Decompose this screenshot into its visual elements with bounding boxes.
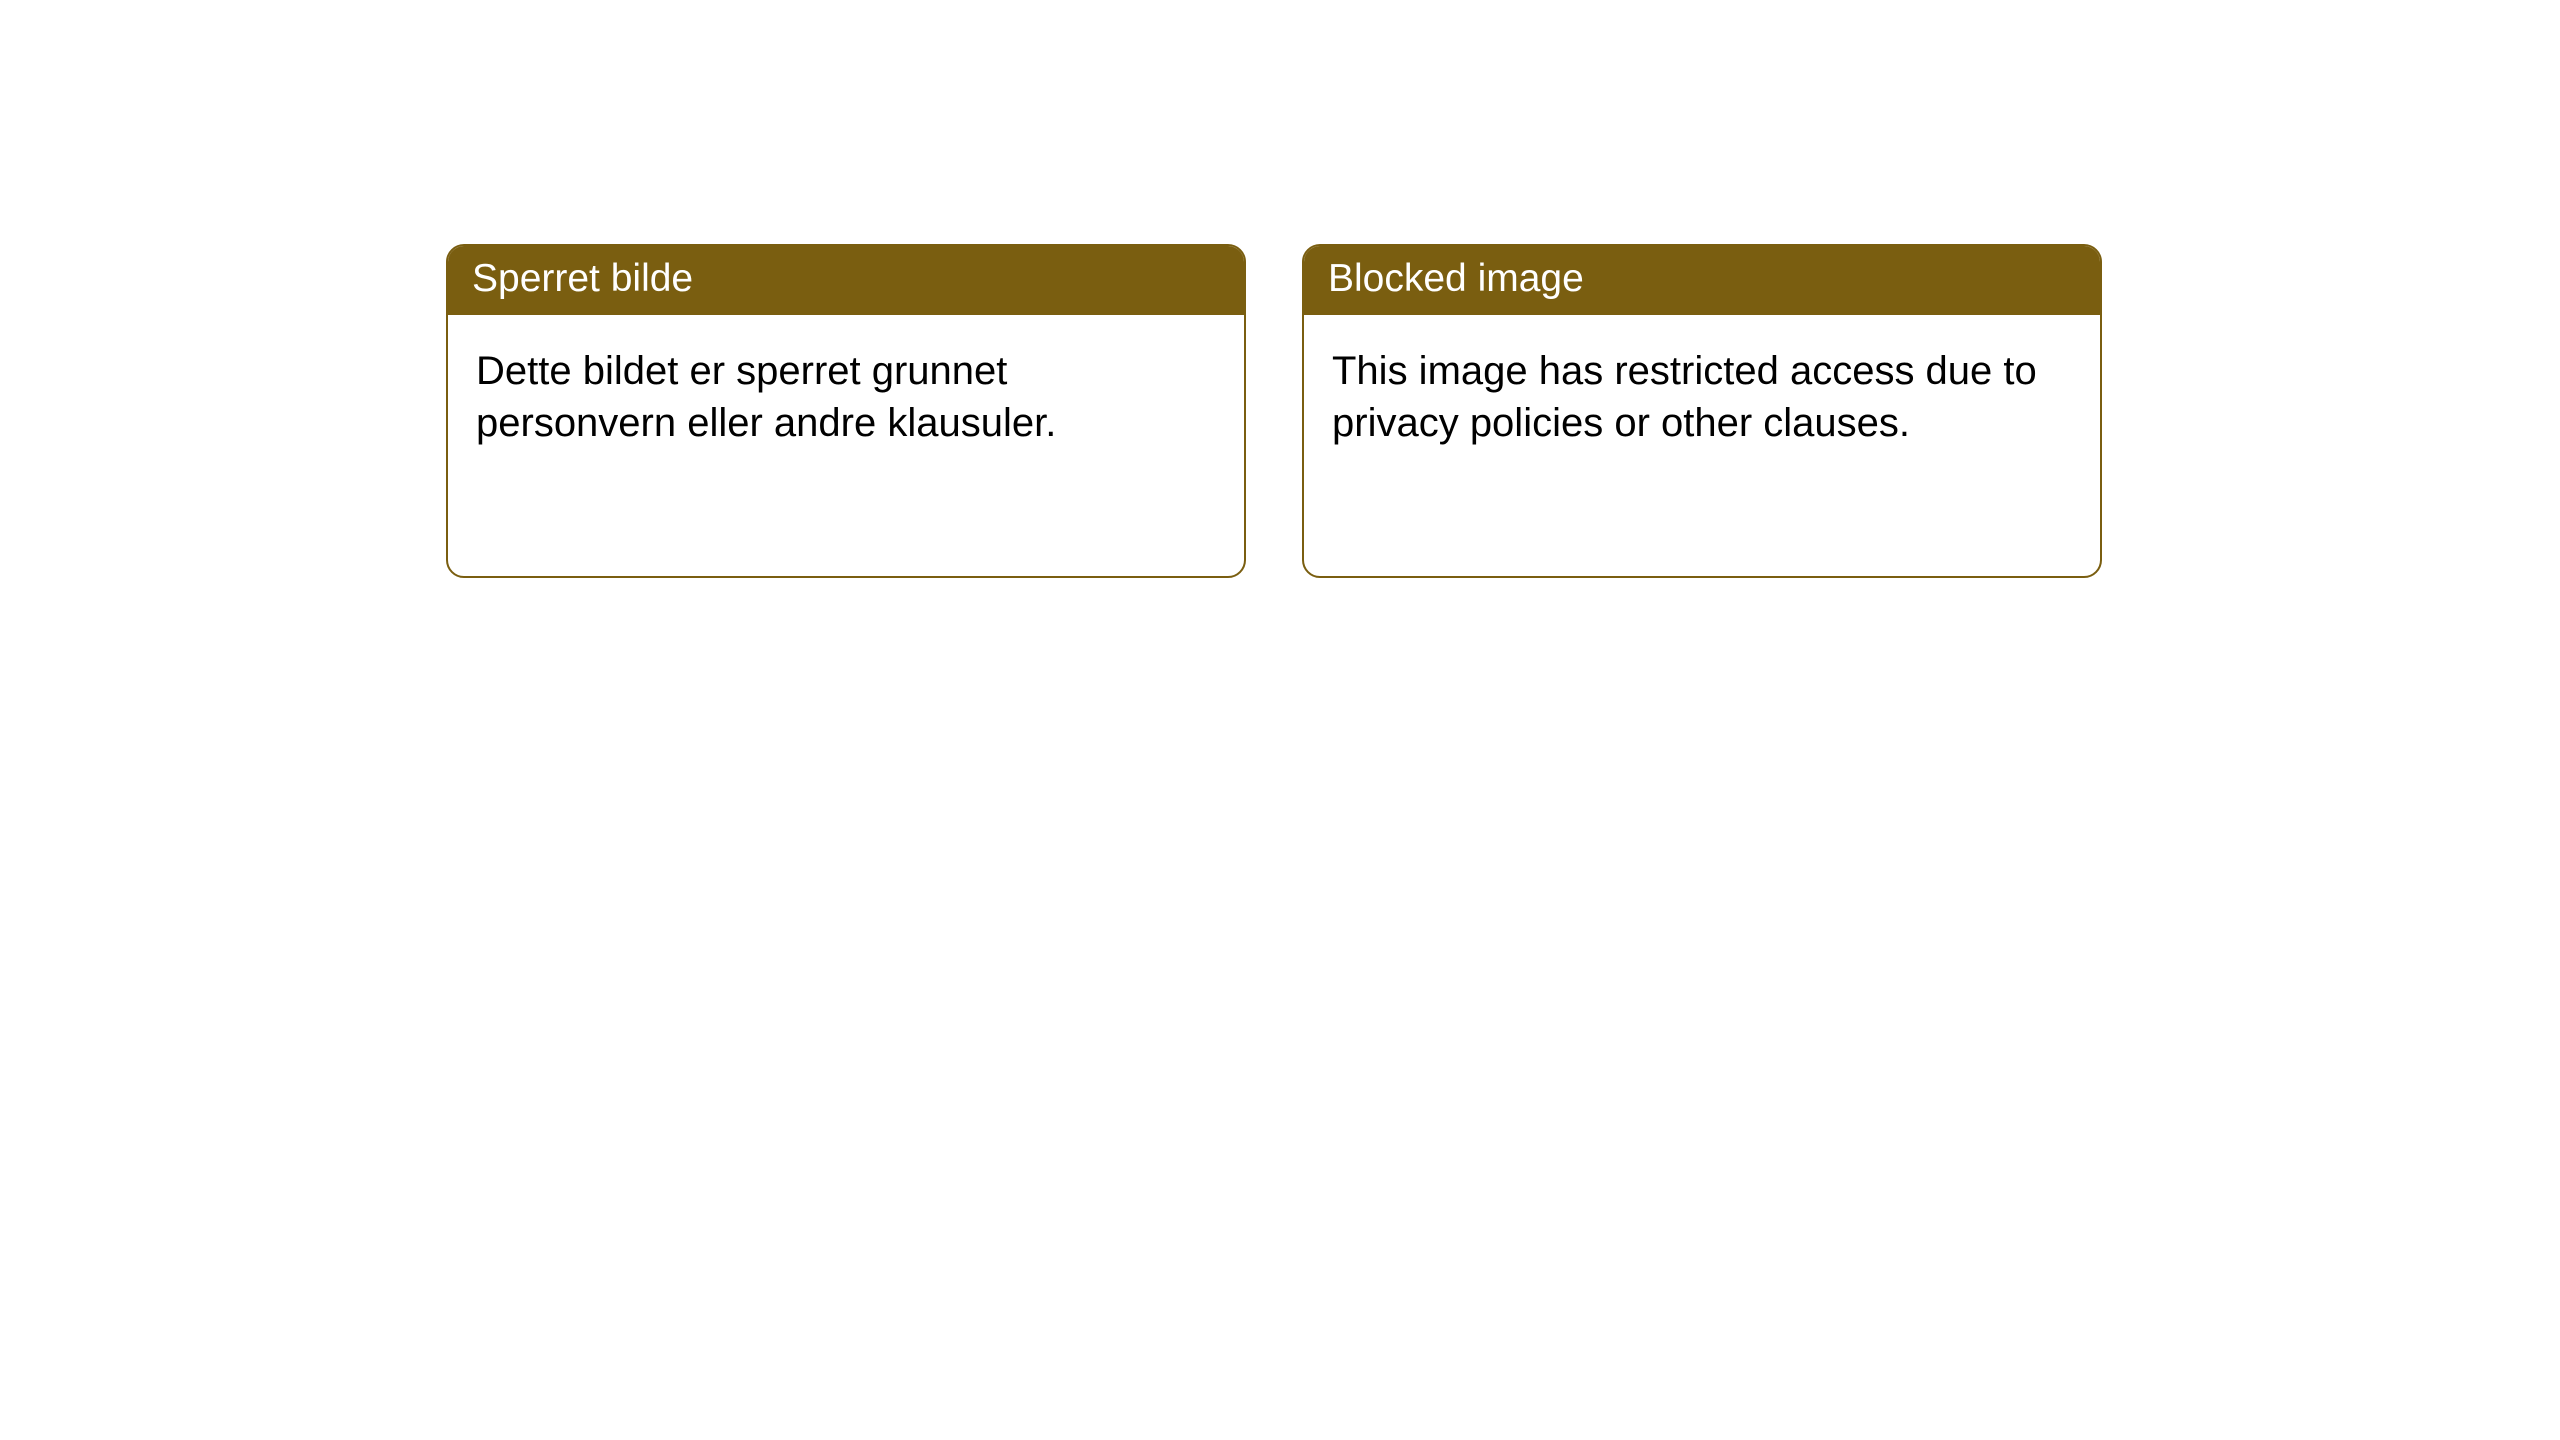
card-body-text: Dette bildet er sperret grunnet personve… [476, 349, 1056, 445]
card-body: This image has restricted access due to … [1304, 315, 2100, 479]
card-header: Sperret bilde [448, 246, 1244, 315]
blocked-image-card-norwegian: Sperret bilde Dette bildet er sperret gr… [446, 244, 1246, 578]
card-header: Blocked image [1304, 246, 2100, 315]
card-body-text: This image has restricted access due to … [1332, 349, 2037, 445]
card-header-text: Blocked image [1328, 257, 1584, 300]
card-header-text: Sperret bilde [472, 257, 693, 300]
blocked-image-card-english: Blocked image This image has restricted … [1302, 244, 2102, 578]
cards-container: Sperret bilde Dette bildet er sperret gr… [0, 0, 2560, 578]
card-body: Dette bildet er sperret grunnet personve… [448, 315, 1244, 479]
